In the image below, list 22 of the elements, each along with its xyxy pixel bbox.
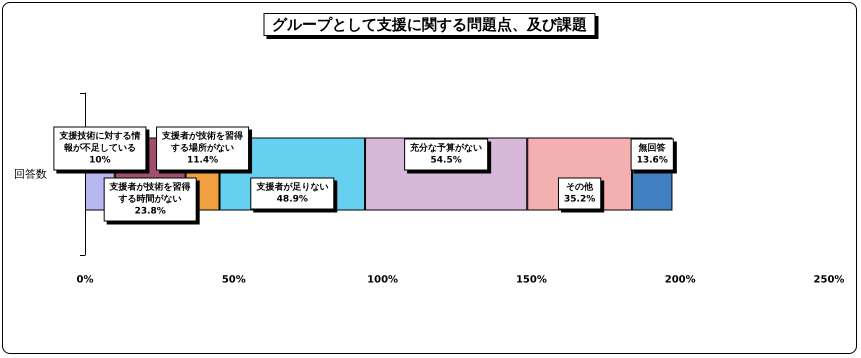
series-label: 支援者が技術を習得する場所がない [161,130,244,154]
x-tick-label: 50% [222,274,246,286]
x-tick-label: 100% [367,274,398,286]
series-label: 無回答 [638,142,667,154]
data-label: 10% [89,156,111,166]
data-label: 35.2% [564,194,596,204]
chart-title: グループとして支援に関する問題点、及び課題 [272,16,587,34]
data-label: 48.9% [276,194,308,204]
data-label: 13.6% [636,156,668,166]
x-tick-label: 200% [664,274,696,286]
data-label: 54.5% [430,156,462,166]
data-label: 23.8% [134,206,166,216]
series-label: その他 [566,181,594,192]
series-label: 支援者が技術を習得する時間がない [108,181,191,204]
y-tick-label: 回答数 [14,168,47,180]
x-tick-label: 250% [814,274,844,286]
x-tick-label: 150% [516,274,547,286]
series-label: 充分な予算がない [409,142,482,154]
series-label: 支援技術に対する情報が不足している [58,130,140,154]
x-tick-label: 0% [76,274,94,286]
series-label: 支援者が足りない [255,181,328,192]
data-label: 11.4% [186,156,218,166]
